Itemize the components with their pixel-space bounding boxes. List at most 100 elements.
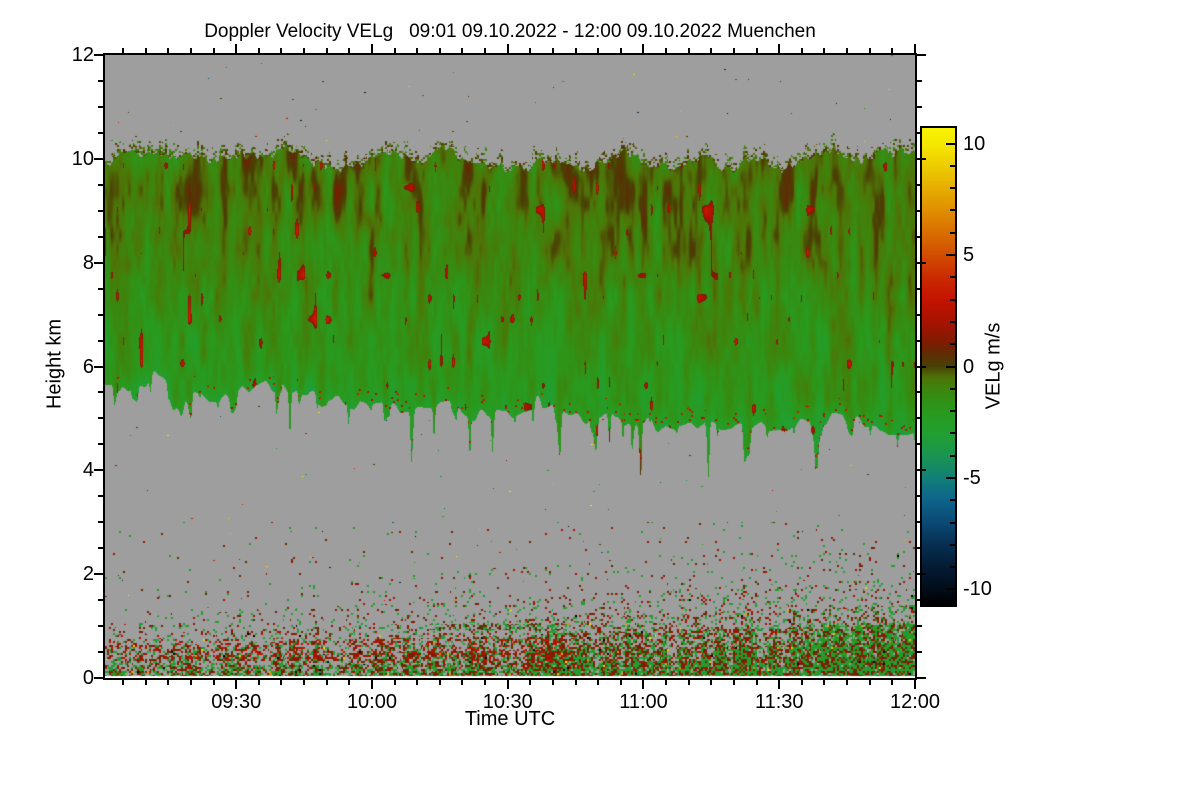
tick-mark <box>325 680 328 685</box>
colorbar-tick-label: 0 <box>963 355 975 378</box>
x-tick-label: 10:00 <box>346 691 397 713</box>
tick-mark <box>98 287 103 290</box>
tick-mark <box>94 677 103 679</box>
tick-mark <box>950 320 955 323</box>
tick-mark <box>94 261 103 264</box>
tick-mark <box>917 469 926 472</box>
tick-mark <box>917 261 926 264</box>
tick-mark <box>235 44 238 53</box>
tick-mark <box>257 48 260 53</box>
tick-mark <box>98 625 103 628</box>
tick-mark <box>917 417 922 420</box>
tick-mark <box>950 298 955 301</box>
y-tick-label: 4 <box>82 459 94 482</box>
tick-mark <box>574 48 577 53</box>
tick-mark <box>917 183 922 186</box>
tick-mark <box>868 48 871 53</box>
tick-mark <box>710 680 713 685</box>
tick-mark <box>914 44 916 53</box>
tick-mark <box>917 209 922 212</box>
y-tick-label: 8 <box>82 251 94 274</box>
tick-mark <box>529 680 532 685</box>
tick-mark <box>98 391 103 394</box>
tick-mark <box>144 680 147 685</box>
y-tick-label: 2 <box>82 563 94 586</box>
tick-mark <box>94 573 103 576</box>
plot-frame <box>103 53 917 680</box>
tick-mark <box>280 48 283 53</box>
tick-mark <box>917 547 922 550</box>
tick-mark <box>914 680 916 689</box>
tick-mark <box>257 680 260 685</box>
tick-mark <box>98 443 103 446</box>
tick-mark <box>597 48 600 53</box>
tick-mark <box>348 48 351 53</box>
tick-mark <box>506 44 509 53</box>
x-tick-label: 11:00 <box>619 691 668 713</box>
tick-mark <box>574 680 577 685</box>
tick-mark <box>800 48 803 53</box>
tick-mark <box>950 432 955 435</box>
tick-mark <box>950 187 955 190</box>
tick-mark <box>94 54 103 56</box>
tick-mark <box>98 183 103 186</box>
tick-mark <box>823 48 826 53</box>
tick-mark <box>917 105 922 108</box>
tick-mark <box>665 680 668 685</box>
tick-mark <box>189 48 192 53</box>
tick-mark <box>438 680 441 685</box>
tick-mark <box>732 680 735 685</box>
tick-mark <box>303 680 306 685</box>
tick-mark <box>950 499 955 502</box>
tick-mark <box>98 209 103 212</box>
tick-mark <box>950 276 955 279</box>
tick-mark <box>122 48 125 53</box>
tick-mark <box>98 547 103 550</box>
tick-mark <box>950 521 955 524</box>
tick-mark <box>868 680 871 685</box>
tick-mark <box>800 680 803 685</box>
tick-mark <box>917 287 922 290</box>
tick-mark <box>98 105 103 108</box>
colorbar-axis-label: VELg m/s <box>982 322 1005 410</box>
tick-mark <box>98 651 103 654</box>
tick-mark <box>393 680 396 685</box>
tick-mark <box>950 209 955 212</box>
tick-mark <box>370 680 373 689</box>
tick-mark <box>917 495 922 498</box>
tick-mark <box>98 495 103 498</box>
tick-mark <box>778 44 781 53</box>
tick-mark <box>144 48 147 53</box>
velocity-heatmap <box>105 55 915 678</box>
tick-mark <box>846 48 849 53</box>
tick-mark <box>506 680 509 689</box>
tick-mark <box>946 254 955 257</box>
colorbar-tick-label: 10 <box>963 132 986 155</box>
x-tick-label: 12:00 <box>889 691 941 713</box>
tick-mark <box>393 48 396 53</box>
tick-mark <box>950 454 955 457</box>
tick-mark <box>94 157 103 160</box>
tick-mark <box>303 48 306 53</box>
tick-mark <box>94 365 103 368</box>
y-tick-label: 10 <box>71 147 94 170</box>
tick-mark <box>950 164 955 167</box>
tick-mark <box>98 131 103 134</box>
tick-mark <box>98 79 103 82</box>
tick-mark <box>946 142 955 145</box>
tick-mark <box>484 680 487 685</box>
tick-mark <box>94 469 103 472</box>
tick-mark <box>917 365 926 368</box>
tick-mark <box>917 157 926 160</box>
tick-mark <box>122 680 125 685</box>
tick-mark <box>917 54 926 56</box>
tick-mark <box>950 231 955 234</box>
tick-mark <box>235 680 238 689</box>
tick-mark <box>950 543 955 546</box>
tick-mark <box>917 391 922 394</box>
tick-mark <box>665 48 668 53</box>
x-tick-label: 11:30 <box>754 691 804 713</box>
tick-mark <box>950 343 955 346</box>
x-tick-label: 09:30 <box>211 691 262 713</box>
